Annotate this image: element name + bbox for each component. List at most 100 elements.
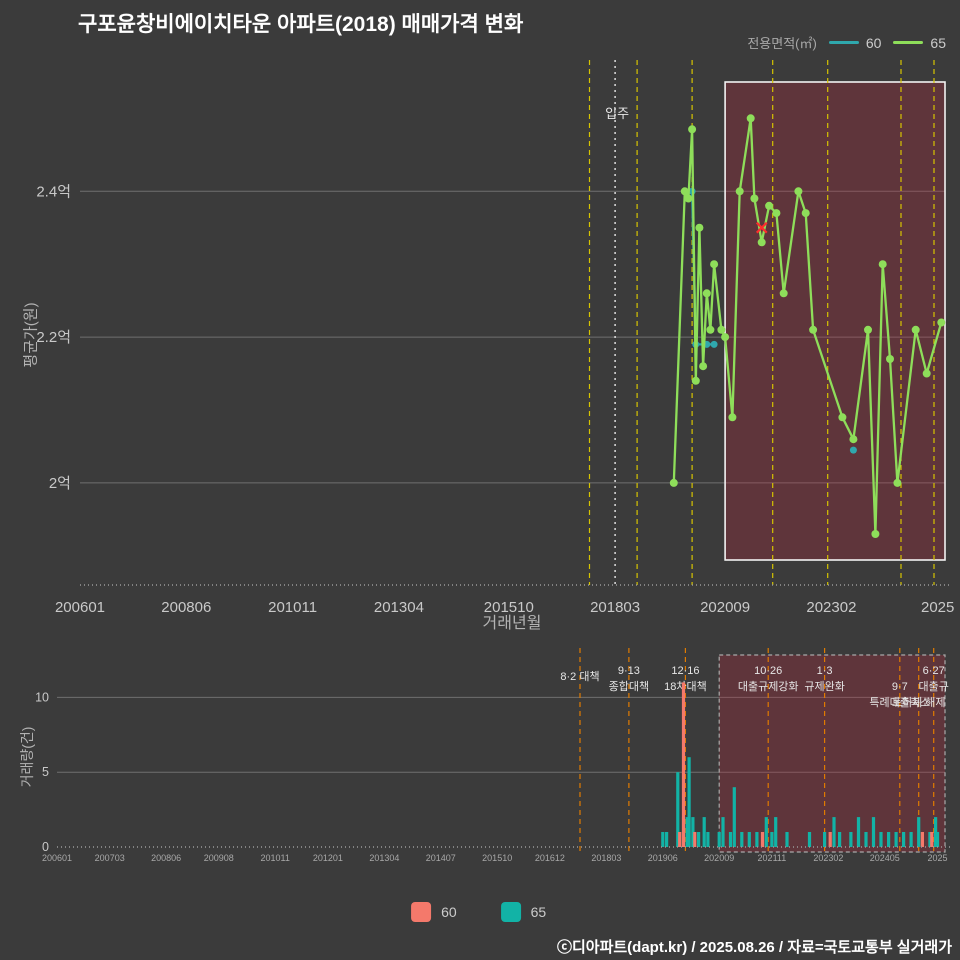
volume-bar-65[interactable] <box>697 832 701 847</box>
canceled-deal-x-marker[interactable] <box>755 221 768 234</box>
price-point-65[interactable] <box>937 318 946 327</box>
policy-annotation: 9·7 <box>892 681 908 693</box>
price-point-65[interactable] <box>702 289 711 298</box>
price-x-tick-label: 200601 <box>55 599 105 616</box>
volume-bar-65[interactable] <box>832 817 836 847</box>
volume-bar-65[interactable] <box>894 832 898 847</box>
volume-bar-65[interactable] <box>764 817 768 847</box>
volume-bar-60[interactable] <box>920 832 924 847</box>
volume-bar-65[interactable] <box>732 787 736 847</box>
volume-bar-65[interactable] <box>917 817 921 847</box>
price-point-65[interactable] <box>871 530 880 538</box>
price-point-65[interactable] <box>886 355 894 363</box>
price-point-65[interactable] <box>838 413 847 422</box>
price-point-65[interactable] <box>746 114 755 123</box>
price-point-65[interactable] <box>911 325 920 334</box>
volume-bar-65[interactable] <box>702 817 706 847</box>
volume-y-tick-label: 5 <box>42 765 49 779</box>
volume-bar-65[interactable] <box>879 832 883 847</box>
bar-swatch-65-icon <box>500 902 521 922</box>
price-point-65[interactable] <box>772 209 781 218</box>
price-point-65[interactable] <box>710 260 719 269</box>
volume-legend-item-60[interactable]: 60 <box>411 902 457 922</box>
price-x-tick-label: 201510 <box>484 599 534 616</box>
price-point-65[interactable] <box>849 435 858 444</box>
line-swatch-65-icon <box>893 41 924 44</box>
volume-x-tick-label: 202111 <box>758 853 787 863</box>
volume-bar-60[interactable] <box>681 682 686 847</box>
legend-item-60[interactable]: 60 <box>828 35 881 51</box>
volume-bar-65[interactable] <box>934 817 938 847</box>
volume-bar-65[interactable] <box>770 832 774 847</box>
volume-bar-65[interactable] <box>838 832 842 847</box>
volume-bar-65[interactable] <box>755 832 759 847</box>
volume-bar-65[interactable] <box>728 832 733 847</box>
price-point-60[interactable] <box>710 340 718 348</box>
volume-bar-65[interactable] <box>717 832 721 847</box>
price-point-65[interactable] <box>669 478 678 487</box>
volume-bar-65[interactable] <box>706 832 710 847</box>
price-point-65[interactable] <box>699 362 708 371</box>
volume-bar-65[interactable] <box>685 817 689 847</box>
price-point-65[interactable] <box>691 376 700 385</box>
legend-item-65[interactable]: 65 <box>893 35 946 51</box>
price-point-65[interactable] <box>893 478 902 487</box>
volume-bar-65[interactable] <box>909 832 913 847</box>
price-point-60[interactable] <box>849 446 857 454</box>
volume-bar-65[interactable] <box>747 832 751 847</box>
volume-bar-65[interactable] <box>676 772 680 847</box>
volume-legend-item-65[interactable]: 65 <box>500 902 547 922</box>
volume-bar-65[interactable] <box>935 832 940 847</box>
price-point-65[interactable] <box>779 289 788 298</box>
policy-annotation: 종합대책 <box>609 680 649 693</box>
volume-bar-65[interactable] <box>856 817 861 847</box>
volume-bar-65[interactable] <box>687 757 691 847</box>
line-swatch-60-icon <box>828 41 859 44</box>
price-point-65[interactable] <box>684 194 693 203</box>
volume-bar-60[interactable] <box>760 832 765 847</box>
volume-bar-65[interactable] <box>871 817 876 847</box>
price-point-65[interactable] <box>922 369 931 378</box>
volume-x-tick-label: 200806 <box>151 853 181 863</box>
price-point-65[interactable] <box>750 194 759 203</box>
volume-bar-65[interactable] <box>774 817 778 847</box>
volume-x-tick-label: 201612 <box>535 853 565 863</box>
price-point-65[interactable] <box>717 325 726 334</box>
price-point-65[interactable] <box>728 413 737 422</box>
volume-bar-60[interactable] <box>693 832 697 847</box>
volume-bar-65[interactable] <box>740 832 744 847</box>
volume-bar-65[interactable] <box>785 832 789 847</box>
movein-label: 입주 <box>605 106 629 121</box>
price-point-65[interactable] <box>721 333 730 342</box>
volume-legend-label-65: 65 <box>530 904 547 920</box>
price-point-65[interactable] <box>695 223 704 232</box>
volume-bar-65[interactable] <box>849 832 853 847</box>
volume-bar-65[interactable] <box>823 832 827 847</box>
price-point-65[interactable] <box>809 325 818 334</box>
volume-x-tick-label: 200703 <box>95 853 125 863</box>
volume-bar-65[interactable] <box>902 832 906 847</box>
volume-bar-65[interactable] <box>887 832 891 847</box>
volume-bar-60[interactable] <box>678 832 682 847</box>
volume-bar-65[interactable] <box>665 832 669 847</box>
volume-bar-65[interactable] <box>928 832 932 847</box>
price-point-65[interactable] <box>688 125 697 134</box>
volume-bar-60[interactable] <box>828 832 832 847</box>
volume-bar-60[interactable] <box>930 832 934 847</box>
volume-bar-65[interactable] <box>807 832 812 847</box>
policy-annotation: 특례대출축소 <box>869 696 930 709</box>
price-point-65[interactable] <box>706 325 715 334</box>
price-point-65[interactable] <box>794 187 803 196</box>
volume-bar-65[interactable] <box>864 832 868 847</box>
volume-bar-65[interactable] <box>721 817 725 847</box>
price-point-65[interactable] <box>735 187 744 196</box>
volume-bar-65[interactable] <box>661 832 665 847</box>
price-x-tick-label: 200806 <box>161 599 211 616</box>
price-point-65[interactable] <box>878 260 887 269</box>
price-point-65[interactable] <box>864 325 872 334</box>
price-point-65[interactable] <box>765 201 774 210</box>
volume-bar-65[interactable] <box>691 817 695 847</box>
price-point-65[interactable] <box>680 187 689 196</box>
price-point-65[interactable] <box>801 209 810 218</box>
price-point-65[interactable] <box>757 238 766 247</box>
